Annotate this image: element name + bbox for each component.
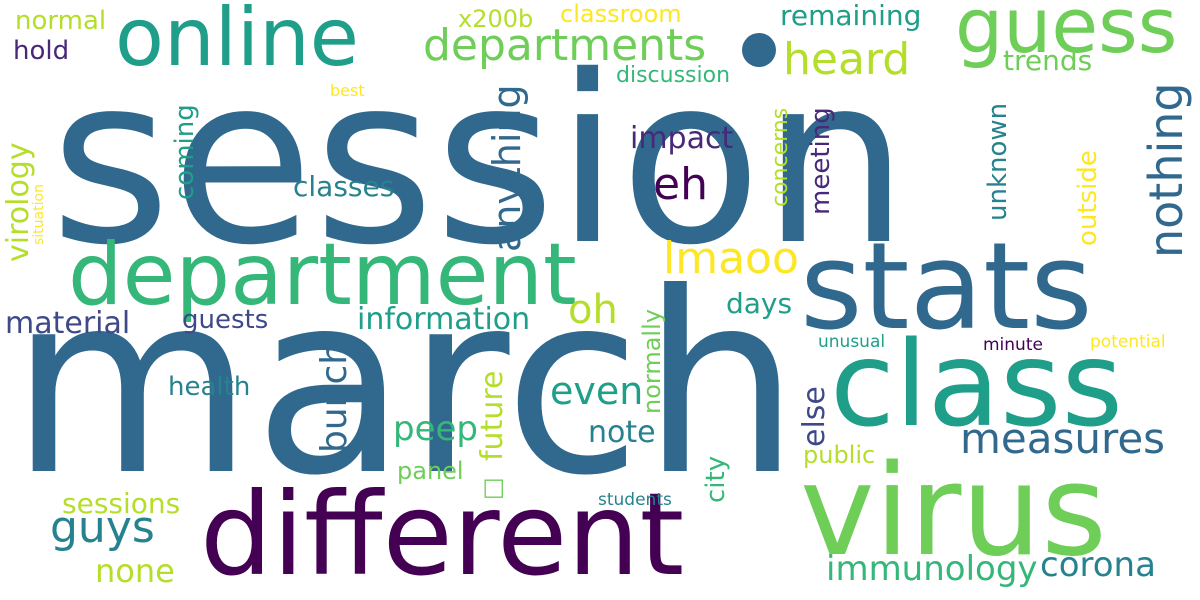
word-meeting: meeting: [806, 107, 836, 215]
word-virology: virology: [1, 142, 36, 262]
dot-session-i: [742, 33, 776, 67]
word-nothing: nothing: [1139, 82, 1193, 258]
word-guys: guys: [50, 502, 155, 553]
word-class: class: [830, 315, 1123, 453]
word-note: note: [588, 415, 656, 450]
word-eh: eh: [653, 159, 708, 210]
word-session: session: [50, 26, 909, 296]
word-minute: minute: [983, 335, 1043, 355]
word-march: march: [10, 239, 800, 530]
word-health: health: [168, 372, 251, 402]
word-department: department: [68, 225, 577, 325]
word-coming: coming: [170, 104, 200, 200]
word-classroom: classroom: [560, 0, 682, 28]
word-guests: guests: [182, 305, 269, 335]
word-normal: normal: [15, 6, 107, 36]
word-trends: trends: [1003, 44, 1093, 77]
word-discussion: discussion: [616, 63, 731, 88]
word-lmaoo: lmaoo: [663, 233, 799, 284]
word-heard: heard: [783, 34, 911, 85]
word-normally: normally: [638, 309, 666, 414]
word-none: none: [95, 552, 175, 590]
word-bunch: bunch: [314, 341, 355, 453]
word-future: future: [475, 370, 510, 461]
word-panel: panel: [397, 457, 464, 485]
word-sessions: sessions: [62, 487, 181, 520]
word-x200b: x200b: [458, 5, 534, 33]
word-measures: measures: [960, 414, 1166, 463]
word-unknown: unknown: [983, 102, 1013, 221]
word-remaining: remaining: [780, 0, 922, 32]
word-different: different: [200, 468, 685, 600]
word-peep: peep: [393, 409, 478, 449]
word-public: public: [803, 441, 876, 469]
word-symbol: □: [478, 477, 506, 500]
word-potential: potential: [1090, 332, 1166, 352]
word-students: students: [598, 490, 672, 510]
word-guess: guess: [955, 0, 1178, 70]
word-unusual: unusual: [818, 332, 886, 352]
word-anything: anything: [485, 84, 529, 252]
word-material: material: [5, 306, 131, 341]
word-hold: hold: [13, 36, 70, 66]
word-information: information: [357, 302, 531, 337]
word-outside: outside: [1073, 150, 1103, 246]
word-online: online: [115, 0, 360, 84]
word-situation: situation: [31, 184, 47, 245]
word-best: best: [330, 81, 365, 100]
word-corona: corona: [1040, 545, 1156, 585]
word-else: else: [797, 386, 832, 447]
word-impact: impact: [630, 121, 734, 156]
word-concerns: concerns: [768, 107, 793, 207]
word-classes: classes: [293, 170, 395, 203]
word-departments: departments: [423, 20, 707, 71]
word-oh: oh: [568, 287, 618, 333]
word-even: even: [550, 369, 644, 413]
word-virus: virus: [800, 437, 1107, 584]
word-days: days: [726, 287, 793, 320]
word-stats: stats: [800, 218, 1093, 357]
word-immunology: immunology: [826, 549, 1038, 589]
word-city: city: [701, 455, 731, 503]
